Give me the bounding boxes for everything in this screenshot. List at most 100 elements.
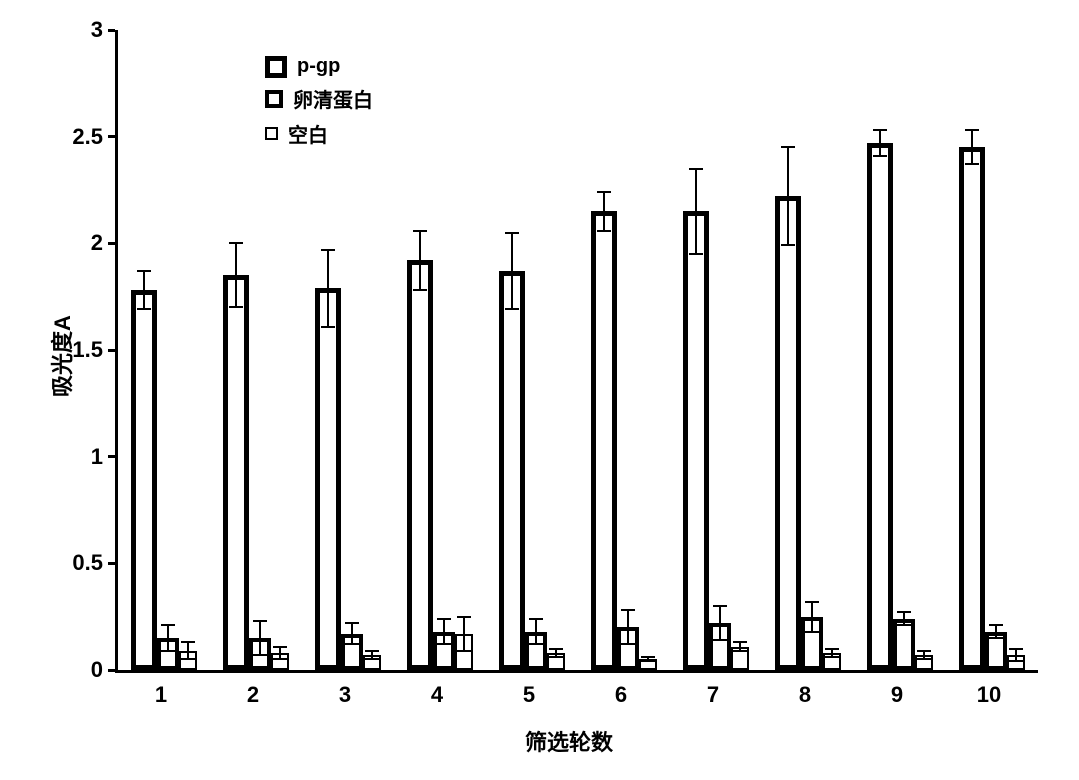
error-cap xyxy=(321,326,335,328)
legend-label: 空白 xyxy=(288,119,328,148)
y-tick xyxy=(108,562,115,565)
error-cap xyxy=(413,230,427,232)
error-cap xyxy=(597,230,611,232)
error-bar xyxy=(419,231,421,291)
error-cap xyxy=(253,620,267,622)
bar-p-gp xyxy=(131,290,157,670)
x-tick-label: 1 xyxy=(115,682,207,708)
error-cap xyxy=(253,654,267,656)
error-cap xyxy=(137,308,151,310)
y-tick-label: 3 xyxy=(45,17,103,43)
error-cap xyxy=(621,609,635,611)
y-tick xyxy=(108,349,115,352)
y-tick xyxy=(108,669,115,672)
error-bar xyxy=(167,625,169,651)
legend-item-p-gp: p-gp xyxy=(265,55,373,78)
error-cap xyxy=(597,191,611,193)
error-cap xyxy=(989,637,1003,639)
error-cap xyxy=(161,650,175,652)
x-axis-label: 筛选轮数 xyxy=(525,725,613,757)
y-tick-label: 0 xyxy=(45,657,103,683)
x-tick-label: 3 xyxy=(299,682,391,708)
error-cap xyxy=(641,656,655,658)
bar-p-gp xyxy=(407,260,433,670)
legend-item-ovalbumin: 卵清蛋白 xyxy=(265,84,373,113)
error-bar xyxy=(695,169,697,254)
error-bar xyxy=(535,619,537,645)
error-cap xyxy=(413,289,427,291)
legend-item-blank: 空白 xyxy=(265,119,373,148)
y-tick-label: 2 xyxy=(45,230,103,256)
error-bar xyxy=(879,130,881,156)
error-cap xyxy=(805,601,819,603)
error-cap xyxy=(345,622,359,624)
error-cap xyxy=(529,618,543,620)
error-cap xyxy=(365,650,379,652)
error-bar xyxy=(143,271,145,309)
y-tick xyxy=(108,242,115,245)
error-cap xyxy=(321,249,335,251)
error-cap xyxy=(457,650,471,652)
bar-p-gp xyxy=(775,196,801,670)
bar-p-gp xyxy=(315,288,341,670)
error-cap xyxy=(549,648,563,650)
error-bar xyxy=(187,642,189,659)
x-tick-label: 9 xyxy=(851,682,943,708)
error-cap xyxy=(825,656,839,658)
error-cap xyxy=(273,646,287,648)
error-cap xyxy=(549,656,563,658)
error-bar xyxy=(719,606,721,640)
error-bar xyxy=(971,130,973,164)
error-cap xyxy=(689,253,703,255)
error-cap xyxy=(457,616,471,618)
error-bar xyxy=(787,147,789,245)
legend-swatch xyxy=(265,90,283,108)
error-cap xyxy=(505,232,519,234)
error-cap xyxy=(345,643,359,645)
legend-label: 卵清蛋白 xyxy=(293,84,373,113)
x-tick-label: 10 xyxy=(943,682,1035,708)
error-bar xyxy=(327,250,329,327)
x-tick-label: 6 xyxy=(575,682,667,708)
error-cap xyxy=(805,631,819,633)
bar-p-gp xyxy=(683,211,709,670)
error-cap xyxy=(137,270,151,272)
error-cap xyxy=(873,129,887,131)
error-cap xyxy=(621,643,635,645)
y-tick-label: 1.5 xyxy=(45,337,103,363)
error-cap xyxy=(873,155,887,157)
bar-p-gp xyxy=(499,271,525,670)
error-cap xyxy=(917,650,931,652)
error-cap xyxy=(713,639,727,641)
error-cap xyxy=(181,658,195,660)
error-cap xyxy=(437,618,451,620)
error-bar xyxy=(603,192,605,230)
error-cap xyxy=(917,658,931,660)
error-cap xyxy=(733,650,747,652)
legend-swatch xyxy=(265,127,278,140)
bar-p-gp xyxy=(591,211,617,670)
y-tick-label: 1 xyxy=(45,444,103,470)
error-cap xyxy=(529,643,543,645)
error-cap xyxy=(437,643,451,645)
error-cap xyxy=(229,242,243,244)
y-tick-label: 2.5 xyxy=(45,124,103,150)
error-cap xyxy=(181,641,195,643)
error-cap xyxy=(781,244,795,246)
error-bar xyxy=(235,243,237,307)
legend-swatch xyxy=(265,56,287,78)
y-tick-label: 0.5 xyxy=(45,550,103,576)
error-cap xyxy=(897,611,911,613)
error-cap xyxy=(365,658,379,660)
error-bar xyxy=(259,621,261,655)
error-bar xyxy=(811,602,813,632)
error-bar xyxy=(627,610,629,644)
bar-p-gp xyxy=(867,143,893,670)
error-bar xyxy=(351,623,353,644)
error-cap xyxy=(897,624,911,626)
error-cap xyxy=(713,605,727,607)
bar-p-gp xyxy=(959,147,985,670)
legend: p-gp 卵清蛋白空白 xyxy=(265,55,373,154)
error-cap xyxy=(781,146,795,148)
y-tick xyxy=(108,29,115,32)
